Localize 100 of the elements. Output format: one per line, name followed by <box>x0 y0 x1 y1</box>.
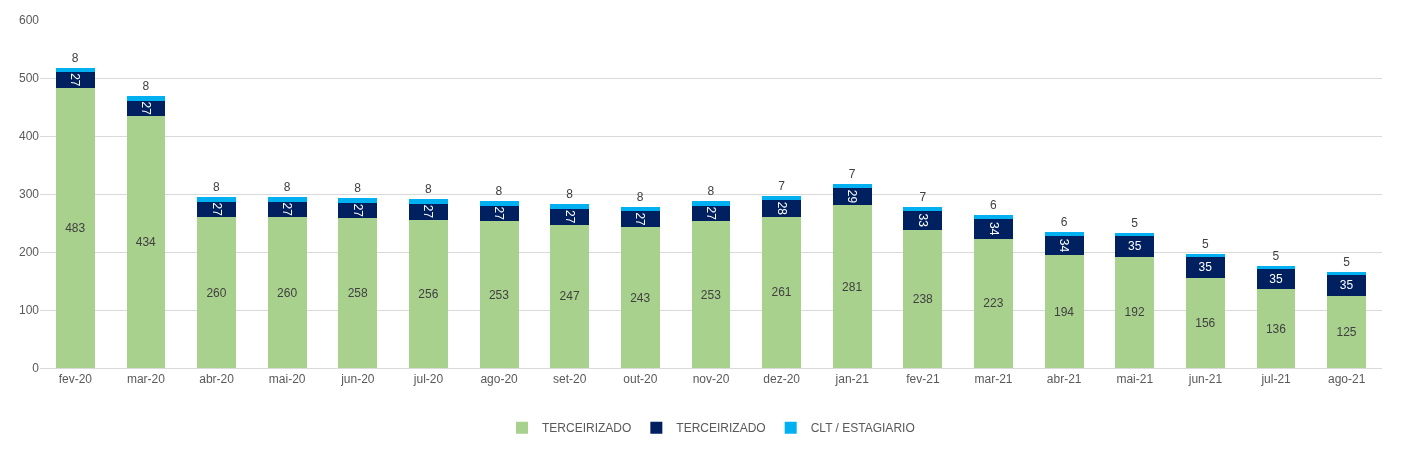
data-label: 8 <box>354 181 362 196</box>
data-label: 7 <box>778 179 786 194</box>
data-label: 27 <box>209 202 224 217</box>
legend-label: TERCEIRIZADO <box>542 421 632 436</box>
data-label: 8 <box>142 78 150 93</box>
bar <box>409 199 448 204</box>
bar <box>267 196 307 202</box>
data-label: 258 <box>347 286 369 301</box>
data-label: 8 <box>566 187 574 202</box>
data-label: 34 <box>986 221 1001 236</box>
data-label: 253 <box>700 287 722 302</box>
data-label: 260 <box>277 285 298 300</box>
bar <box>479 221 519 368</box>
bar <box>1186 254 1225 258</box>
data-label: 8 <box>283 179 291 194</box>
data-label: 223 <box>983 296 1004 311</box>
x-tick-label: mar-21 <box>974 372 1013 387</box>
data-label: 28 <box>774 201 789 216</box>
data-label: 253 <box>488 287 510 302</box>
x-tick-label: jun-21 <box>1187 372 1223 387</box>
bar <box>974 238 1013 368</box>
bar <box>1044 255 1084 368</box>
bar <box>974 215 1013 219</box>
x-tick-label: ago-20 <box>480 372 519 387</box>
bar <box>409 203 448 220</box>
bar <box>762 196 802 201</box>
bar <box>1115 256 1155 368</box>
bar <box>620 227 660 368</box>
data-label: 27 <box>280 202 295 217</box>
legend-label: TERCEIRIZADO <box>676 421 766 436</box>
bar <box>267 217 307 368</box>
x-tick-label: jan-21 <box>834 372 870 387</box>
bar <box>903 229 943 368</box>
x-tick-label: set-20 <box>553 372 587 387</box>
bar <box>126 95 166 101</box>
bar <box>1186 257 1225 278</box>
data-label: 27 <box>704 206 718 221</box>
bar <box>409 219 448 368</box>
data-label: 483 <box>65 220 86 235</box>
bar <box>197 217 236 368</box>
data-label: 260 <box>206 285 227 300</box>
data-label: 27 <box>492 206 507 221</box>
bar <box>762 200 802 217</box>
x-tick-label: fev-21 <box>906 372 940 387</box>
data-label: 27 <box>350 203 365 218</box>
data-label: 5 <box>1272 248 1280 263</box>
y-tick-label: 600 <box>18 13 40 28</box>
data-label: 5 <box>1131 216 1139 231</box>
data-label: 125 <box>1336 324 1357 339</box>
data-label: 156 <box>1195 315 1216 330</box>
data-label: 8 <box>707 183 715 198</box>
bar <box>1327 272 1367 276</box>
data-label: 247 <box>559 289 580 304</box>
x-tick-label: abr-21 <box>1046 372 1082 387</box>
data-label: 6 <box>1060 215 1068 230</box>
x-tick-label: ago-21 <box>1327 372 1366 387</box>
legend-label: CLT / ESTAGIARIO <box>810 421 915 436</box>
bar <box>903 206 943 211</box>
x-tick-label: mar-20 <box>126 372 166 387</box>
bar <box>550 204 590 210</box>
data-label: 27 <box>421 204 436 219</box>
data-label: 8 <box>636 189 644 204</box>
y-tick-label: 500 <box>18 71 40 86</box>
bar <box>479 200 519 206</box>
bar <box>197 196 236 202</box>
bar <box>1327 275 1367 296</box>
x-tick-label: mai-20 <box>268 372 306 387</box>
x-tick-label: mai-21 <box>1116 372 1154 387</box>
data-label: 7 <box>848 167 856 182</box>
y-tick-label: 200 <box>18 245 40 260</box>
data-label: 34 <box>1057 238 1072 253</box>
data-label: 256 <box>418 286 439 301</box>
y-tick-label: 400 <box>18 129 40 144</box>
data-label: 27 <box>562 210 577 224</box>
data-label: 5 <box>1201 237 1209 252</box>
data-label: 261 <box>771 285 792 300</box>
bar <box>338 218 378 368</box>
bar <box>1115 236 1155 257</box>
bar <box>832 205 872 368</box>
bar <box>338 198 378 203</box>
bar <box>55 72 95 88</box>
bar <box>1256 265 1296 269</box>
y-tick-label: 0 <box>32 361 40 376</box>
data-label: 35 <box>1269 271 1283 286</box>
y-tick-label: 300 <box>18 187 40 202</box>
data-label: 33 <box>915 213 930 228</box>
data-label: 27 <box>68 73 83 87</box>
bar <box>550 224 590 368</box>
data-label: 6 <box>990 198 998 213</box>
data-label: 35 <box>1339 278 1354 293</box>
data-label: 194 <box>1053 304 1075 319</box>
data-label: 29 <box>845 189 860 204</box>
bar <box>620 211 660 228</box>
data-label: 243 <box>630 290 651 305</box>
bar <box>1327 295 1367 368</box>
bar <box>55 87 95 368</box>
bar <box>762 216 802 368</box>
y-tick-label: 100 <box>18 303 40 318</box>
data-label: 8 <box>213 179 221 194</box>
x-tick-label: jul-20 <box>412 372 444 387</box>
